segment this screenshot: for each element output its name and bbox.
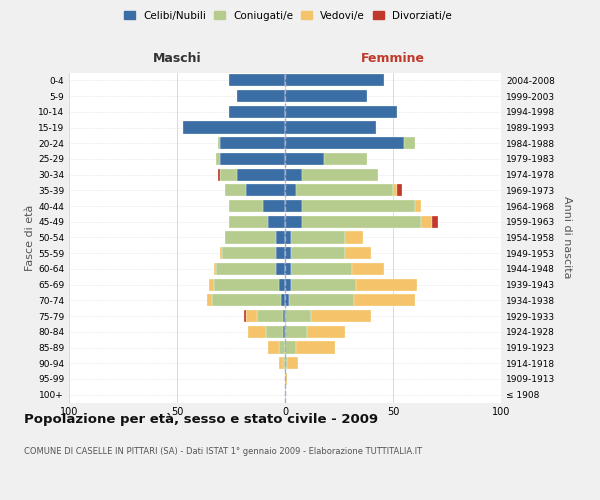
Bar	[214, 263, 216, 275]
Bar	[263, 200, 285, 212]
Bar	[278, 342, 285, 353]
Bar	[307, 326, 346, 338]
Bar	[220, 137, 285, 149]
Bar	[283, 326, 285, 338]
Bar	[292, 247, 346, 260]
Bar	[393, 184, 397, 196]
Bar	[277, 232, 285, 243]
Bar	[302, 216, 421, 228]
Bar	[285, 247, 292, 260]
Bar	[354, 294, 415, 306]
Bar	[324, 153, 367, 165]
Bar	[302, 200, 415, 212]
Bar	[229, 106, 285, 118]
Bar	[285, 310, 311, 322]
Bar	[212, 294, 281, 306]
Bar	[356, 278, 417, 291]
Bar	[223, 247, 277, 260]
Bar	[285, 232, 292, 243]
Bar	[346, 247, 371, 260]
Bar	[285, 200, 302, 212]
Bar	[285, 137, 404, 149]
Bar	[285, 153, 324, 165]
Bar	[415, 200, 421, 212]
Bar	[292, 232, 346, 243]
Bar	[285, 278, 292, 291]
Bar	[285, 263, 292, 275]
Bar	[285, 90, 367, 102]
Bar	[268, 216, 285, 228]
Bar	[220, 153, 285, 165]
Y-axis label: Fasce di età: Fasce di età	[25, 204, 35, 270]
Bar	[283, 310, 285, 322]
Text: COMUNE DI CASELLE IN PITTARI (SA) - Dati ISTAT 1° gennaio 2009 - Elaborazione TU: COMUNE DI CASELLE IN PITTARI (SA) - Dati…	[24, 448, 422, 456]
Bar	[281, 294, 285, 306]
Bar	[283, 357, 285, 370]
Bar	[224, 184, 246, 196]
Bar	[285, 122, 376, 134]
Bar	[287, 357, 298, 370]
Bar	[207, 294, 212, 306]
Bar	[220, 168, 238, 181]
Bar	[285, 294, 289, 306]
Bar	[292, 278, 356, 291]
Bar	[285, 373, 287, 385]
Bar	[220, 247, 223, 260]
Bar	[266, 326, 283, 338]
Bar	[238, 168, 285, 181]
Bar	[218, 137, 220, 149]
Bar	[246, 184, 285, 196]
Bar	[302, 168, 378, 181]
Text: Femmine: Femmine	[361, 52, 425, 65]
Bar	[285, 342, 296, 353]
Bar	[421, 216, 432, 228]
Bar	[292, 263, 352, 275]
Bar	[209, 278, 214, 291]
Bar	[277, 247, 285, 260]
Bar	[285, 168, 302, 181]
Bar	[277, 263, 285, 275]
Bar	[229, 200, 263, 212]
Bar	[311, 310, 371, 322]
Bar	[218, 168, 220, 181]
Bar	[244, 310, 246, 322]
Bar	[238, 90, 285, 102]
Bar	[432, 216, 439, 228]
Bar	[404, 137, 415, 149]
Bar	[285, 74, 385, 86]
Bar	[285, 326, 307, 338]
Bar	[257, 310, 283, 322]
Legend: Celibi/Nubili, Coniugati/e, Vedovi/e, Divorziati/e: Celibi/Nubili, Coniugati/e, Vedovi/e, Di…	[121, 8, 455, 24]
Bar	[278, 278, 285, 291]
Bar	[214, 278, 278, 291]
Bar	[346, 232, 363, 243]
Bar	[224, 232, 277, 243]
Bar	[285, 106, 397, 118]
Bar	[268, 342, 278, 353]
Text: Maschi: Maschi	[152, 52, 202, 65]
Bar	[216, 263, 277, 275]
Bar	[397, 184, 401, 196]
Bar	[184, 122, 285, 134]
Bar	[285, 184, 296, 196]
Bar	[289, 294, 354, 306]
Bar	[285, 216, 302, 228]
Bar	[229, 216, 268, 228]
Bar	[278, 357, 283, 370]
Bar	[216, 153, 220, 165]
Bar	[246, 310, 257, 322]
Bar	[229, 74, 285, 86]
Bar	[248, 326, 266, 338]
Text: Popolazione per età, sesso e stato civile - 2009: Popolazione per età, sesso e stato civil…	[24, 412, 378, 426]
Bar	[296, 342, 335, 353]
Bar	[352, 263, 385, 275]
Y-axis label: Anni di nascita: Anni di nascita	[562, 196, 572, 279]
Bar	[285, 357, 287, 370]
Bar	[296, 184, 393, 196]
